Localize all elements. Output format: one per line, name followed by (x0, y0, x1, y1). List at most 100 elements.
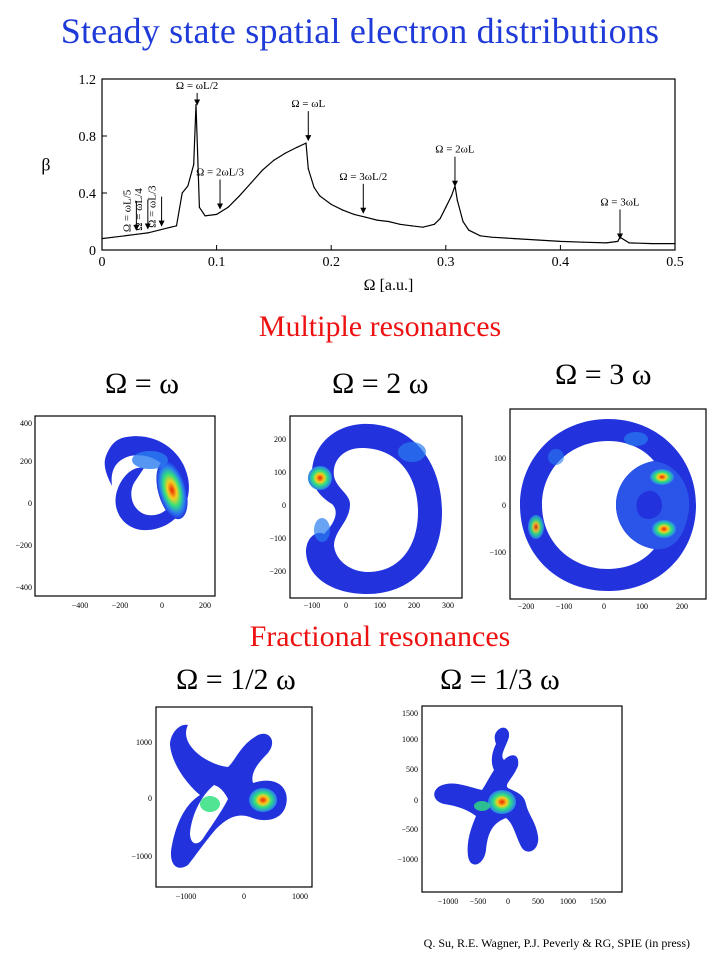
data-point (342, 209, 344, 211)
data-point (305, 142, 307, 144)
density-plot-third-omega: 1500 1000 500 0 −500 −1000 −1000 −500 0 … (397, 705, 623, 906)
y-tick-labels: 1500 1000 500 0 −500 −1000 (397, 709, 418, 864)
arrow-head (194, 99, 201, 106)
annotation-label: Ω = ωL/5 (121, 189, 133, 232)
svg-text:0: 0 (282, 501, 286, 510)
data-point (456, 199, 458, 201)
svg-text:300: 300 (442, 601, 454, 610)
density-blob (434, 727, 539, 865)
data-point (284, 152, 286, 154)
data-point (376, 219, 378, 221)
x-tick-label: 0.3 (437, 255, 455, 270)
annotation-label: Ω = ωL/3 (147, 185, 159, 228)
svg-text:200: 200 (20, 457, 32, 466)
arrow-head (144, 223, 151, 230)
svg-text:−200: −200 (112, 601, 129, 610)
data-point (468, 229, 470, 231)
data-point (307, 168, 309, 170)
arrow-head (360, 207, 367, 214)
beta-curve (101, 104, 675, 245)
data-point (216, 213, 218, 215)
data-point (198, 206, 201, 208)
svg-text:100: 100 (636, 602, 648, 611)
data-point (559, 240, 562, 243)
arrow-head (217, 203, 224, 210)
svg-text:−200: −200 (269, 567, 286, 576)
y-tick-labels: 100 0 −100 (489, 454, 506, 557)
x-tick-label: 0.4 (552, 255, 570, 270)
data-point (439, 218, 441, 220)
svg-text:−1000: −1000 (397, 855, 418, 864)
svg-text:1000: 1000 (292, 892, 308, 901)
data-point (158, 229, 160, 231)
svg-text:400: 400 (20, 419, 32, 428)
data-point (147, 232, 149, 234)
data-point (674, 242, 676, 245)
svg-text:−1000: −1000 (131, 852, 152, 861)
panel-label-2omega: Ω = 2 ω (332, 367, 429, 400)
beta-vs-omega-chart: 0 0.1 0.2 0.3 0.4 0.5 0 0.4 0.8 1.2 Ω [a.u.] β Ω = ω… (41, 73, 684, 294)
y-tick-labels: 200 100 0 −100 −200 (269, 435, 286, 576)
plot-frame (101, 78, 676, 251)
arrow-head (451, 180, 458, 187)
annotation-label: Ω = ωL/2 (176, 80, 218, 92)
data-point (227, 206, 229, 208)
data-point (399, 223, 401, 225)
svg-text:0: 0 (502, 501, 506, 510)
x-tick-labels: −200 −100 0 100 200 (518, 602, 688, 611)
data-point (628, 242, 630, 244)
svg-text:−200: −200 (518, 602, 535, 611)
svg-text:−500: −500 (470, 897, 487, 906)
arrow-head (616, 233, 623, 240)
x-tick-label: 0.1 (208, 255, 226, 270)
svg-text:200: 200 (408, 601, 420, 610)
annotation-label: Ω = 2ωL (435, 144, 475, 156)
data-point (433, 223, 435, 225)
svg-text:−100: −100 (269, 534, 286, 543)
density-plot-3omega: 100 0 −100 −200 −100 0 100 200 (489, 408, 707, 611)
svg-text:200: 200 (199, 601, 211, 610)
data-point (135, 233, 137, 235)
page-title: Steady state spatial electron distributi… (60, 11, 660, 51)
svg-text:0: 0 (242, 892, 246, 901)
svg-text:500: 500 (532, 897, 544, 906)
data-point (112, 236, 115, 238)
svg-text:−100: −100 (489, 548, 506, 557)
data-point (193, 163, 195, 166)
annotation-label: Ω = ωL (291, 98, 325, 110)
x-tick-label: 0.5 (666, 255, 684, 270)
svg-text:0: 0 (414, 796, 418, 805)
y-axis-label: β (41, 155, 50, 175)
y-tick-labels: 1000 0 −1000 (131, 738, 152, 861)
x-tick-label: 0.2 (322, 255, 340, 270)
svg-text:−100: −100 (304, 601, 321, 610)
density-peak (200, 796, 220, 812)
density-peak (528, 515, 544, 539)
density-peak (652, 520, 676, 538)
svg-text:−100: −100 (556, 602, 573, 611)
data-point (261, 169, 264, 171)
x-axis-label: Ω [a.u.] (364, 277, 414, 294)
data-point (195, 104, 197, 106)
data-point (479, 235, 481, 237)
svg-text:0: 0 (160, 601, 164, 610)
svg-text:100: 100 (374, 601, 386, 610)
svg-text:1500: 1500 (590, 897, 606, 906)
svg-text:0: 0 (148, 794, 152, 803)
arrow-head (158, 220, 165, 227)
data-point (319, 195, 321, 197)
density-peak (308, 466, 332, 490)
data-point (353, 213, 355, 215)
svg-text:100: 100 (274, 468, 286, 477)
data-point (582, 241, 584, 243)
annotation-label: Ω = ωL/4 (133, 188, 145, 231)
x-tick-labels: −100 0 100 200 300 (304, 601, 454, 610)
svg-text:200: 200 (676, 602, 688, 611)
data-point (605, 242, 607, 244)
panel-label-3omega: Ω = 3 ω (555, 358, 652, 391)
annotation-label: Ω = 3ωL (600, 196, 640, 208)
svg-text:1000: 1000 (560, 897, 576, 906)
data-point (124, 235, 126, 237)
density-plot-2omega: 200 100 0 −100 −200 −100 0 100 200 300 (269, 415, 463, 610)
svg-text:1000: 1000 (136, 738, 152, 747)
